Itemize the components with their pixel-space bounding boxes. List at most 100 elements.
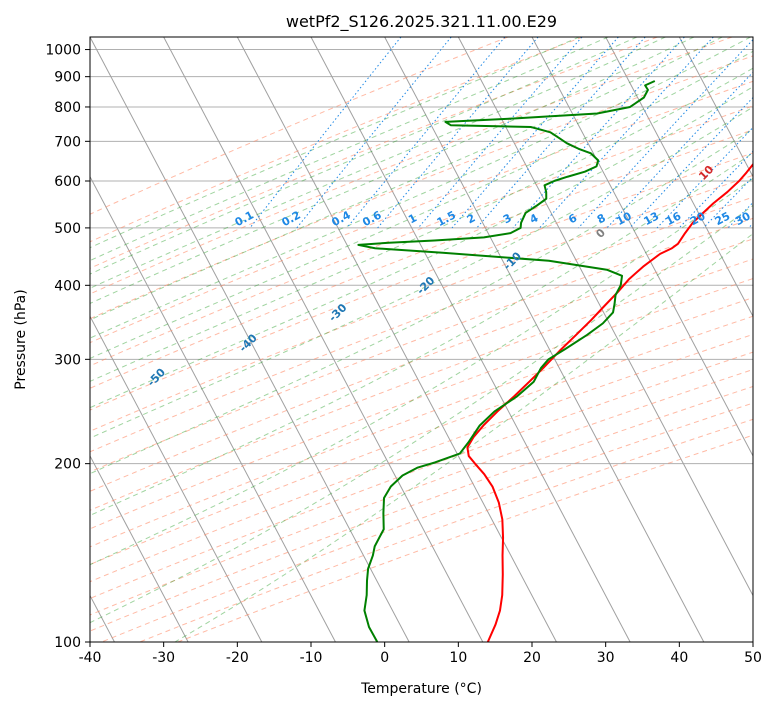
x-tick-label: -10 xyxy=(300,650,323,666)
dry-adiabat-line xyxy=(139,418,753,642)
mixing-ratio-line xyxy=(629,96,753,229)
temperature-profile-line xyxy=(466,163,753,642)
moist-adiabat-line xyxy=(90,37,638,275)
isotherm-label: -50 xyxy=(145,366,168,389)
y-tick-label: 600 xyxy=(54,174,81,190)
isotherm-label: 10 xyxy=(696,163,716,183)
dry-adiabat-line xyxy=(90,258,753,511)
isotherm-line xyxy=(90,37,410,642)
x-tick-label: 30 xyxy=(597,650,615,666)
mixing-ratio-label: 1.5 xyxy=(435,208,458,229)
mixing-ratio-label: 16 xyxy=(664,209,684,228)
dry-adiabat-line xyxy=(90,196,753,453)
mixing-ratio-label: 2 xyxy=(465,211,478,226)
dry-adiabat-line xyxy=(90,174,753,432)
isotherm-line xyxy=(531,37,753,458)
mixing-ratio-line xyxy=(249,37,402,229)
line-labels: 0.10.20.40.611.52346810131620253036-100-… xyxy=(44,163,753,439)
isotherm-line xyxy=(605,37,753,318)
isotherm-label: -60 xyxy=(44,416,67,439)
isotherm-line xyxy=(90,175,336,642)
dry-adiabat-line xyxy=(101,402,753,642)
dry-adiabat-line xyxy=(90,152,753,411)
mixing-ratio-label: 0.2 xyxy=(280,208,303,229)
x-tick-label: 40 xyxy=(670,650,688,666)
axes: -40 -30 -20 -10 0 10 20 30 40 5010020030040050060… xyxy=(45,43,762,666)
dry-adiabat-line xyxy=(90,238,753,492)
moist-adiabat-line xyxy=(90,37,666,289)
mixing-ratio-line xyxy=(727,201,753,229)
x-tick-label: 20 xyxy=(523,650,541,666)
dry-adiabat-line xyxy=(90,80,753,344)
dry-adiabat-line xyxy=(90,129,753,389)
moist-adiabat-line xyxy=(90,177,753,566)
dry-adiabat-line xyxy=(90,217,753,473)
x-tick-label: 0 xyxy=(380,650,389,666)
plot-frame xyxy=(89,36,754,643)
moist-adiabat-line xyxy=(90,204,753,624)
mixing-ratio-label: 1 xyxy=(406,211,419,226)
moist-adiabat-line xyxy=(90,37,695,304)
dry-adiabat-line xyxy=(90,278,753,530)
moist-adiabat-line xyxy=(90,37,580,249)
dry-adiabat-line xyxy=(90,368,753,616)
moist-adiabat-line xyxy=(90,106,753,439)
mixing-ratio-line xyxy=(539,37,714,229)
mixing-ratio-label: 10 xyxy=(614,209,634,228)
isotherm-line xyxy=(384,37,705,642)
moist-adiabat-line xyxy=(90,67,753,382)
mixing-ratio-label: 20 xyxy=(688,209,708,228)
mixing-ratio-line xyxy=(703,176,753,229)
isotherm-line xyxy=(678,37,753,178)
y-tick-label: 100 xyxy=(54,635,81,651)
mixing-ratio-label: 0.4 xyxy=(330,208,354,229)
series-lines xyxy=(357,80,753,642)
isotherm-line xyxy=(752,37,753,39)
y-tick-label: 400 xyxy=(54,278,81,294)
moist-adiabat-line xyxy=(90,37,751,339)
x-tick-label: 50 xyxy=(744,650,762,666)
isotherm-label: -20 xyxy=(414,274,437,297)
moist-adiabat-line xyxy=(90,37,609,262)
dry-adiabat-line xyxy=(90,55,753,320)
x-tick-label: 10 xyxy=(449,650,467,666)
x-axis-label: Temperature (°C) xyxy=(360,681,482,697)
dry-adiabat-line xyxy=(90,385,753,632)
dry-adiabat-line xyxy=(90,37,733,295)
mixing-ratio-line xyxy=(417,37,583,229)
mixing-ratio-line xyxy=(296,37,452,229)
y-tick-label: 700 xyxy=(54,134,81,150)
mixing-ratio-label: 4 xyxy=(528,211,541,226)
mixing-ratio-label: 8 xyxy=(595,211,608,226)
dry-adiabat-line xyxy=(90,37,658,269)
isotherm-line xyxy=(163,37,484,642)
mixing-ratio-label: 6 xyxy=(566,211,579,226)
isotherm-line xyxy=(457,37,753,597)
dry-adiabat-line xyxy=(90,105,753,367)
mixing-ratio-line xyxy=(656,126,753,229)
mixing-ratio-line xyxy=(578,38,753,229)
x-tick-label: -30 xyxy=(152,650,175,666)
dry-adiabat-line xyxy=(90,333,753,583)
dry-adiabat-line xyxy=(90,37,509,215)
y-tick-label: 300 xyxy=(54,352,81,368)
dry-adiabat-line xyxy=(90,351,753,600)
mixing-ratio-line xyxy=(678,150,753,229)
y-tick-label: 800 xyxy=(54,100,81,116)
moist-adiabat-line xyxy=(90,128,753,475)
mixing-ratio-label: 0.1 xyxy=(233,208,256,229)
isotherm-line xyxy=(236,37,557,642)
mixing-ratio-label: 25 xyxy=(713,209,733,228)
y-tick-label: 200 xyxy=(54,457,81,473)
moist-adiabat-line xyxy=(90,86,753,409)
y-tick-label: 1000 xyxy=(45,43,81,59)
isotherm-label: -30 xyxy=(326,301,349,324)
x-tick-label: -40 xyxy=(79,650,102,666)
dry-adiabat-line xyxy=(90,315,753,566)
y-tick-label: 900 xyxy=(54,70,81,86)
chart-title: wetPf2_S126.2025.321.11.00.E29 xyxy=(286,12,557,32)
mixing-ratio-label: 13 xyxy=(642,209,662,228)
isotherm-line xyxy=(90,315,263,642)
background-lines xyxy=(90,37,753,642)
